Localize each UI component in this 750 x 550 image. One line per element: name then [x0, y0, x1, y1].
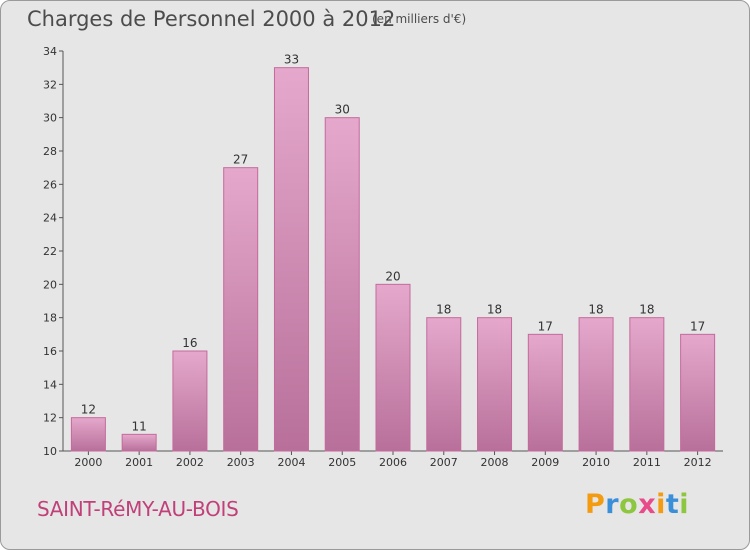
- logo-letter: P: [585, 489, 606, 520]
- bar: [527, 333, 563, 452]
- bar: [629, 317, 665, 452]
- y-tick-label: 14: [43, 378, 57, 391]
- bar: [426, 317, 462, 452]
- y-tick-label: 16: [43, 345, 57, 358]
- x-tick-label: 2000: [74, 456, 102, 469]
- x-tick-label: 2011: [633, 456, 661, 469]
- y-tick-label: 32: [43, 78, 57, 91]
- data-label: 18: [436, 303, 451, 317]
- y-tick-label: 26: [43, 178, 57, 191]
- x-tick-label: 2002: [176, 456, 204, 469]
- bar: [121, 433, 157, 452]
- y-tick-label: 20: [43, 278, 57, 291]
- bar: [680, 333, 716, 452]
- logo-letter: i: [656, 489, 666, 520]
- logo-letter: r: [605, 489, 620, 520]
- data-label: 18: [639, 303, 654, 317]
- y-tick-label: 10: [43, 445, 57, 458]
- y-tick-label: 30: [43, 112, 57, 125]
- x-tick-label: 2003: [227, 456, 255, 469]
- y-tick-label: 28: [43, 145, 57, 158]
- logo-letter: x: [638, 489, 657, 520]
- y-tick-label: 34: [43, 45, 57, 58]
- bar: [324, 117, 360, 452]
- y-tick-label: 12: [43, 412, 57, 425]
- chart-subtitle: (en milliers d'€): [372, 12, 467, 26]
- data-label: 18: [487, 303, 502, 317]
- data-label: 17: [538, 319, 553, 333]
- proxiti-logo[interactable]: Proxiti: [585, 489, 689, 520]
- town-name: SAINT-RéMY-AU-BOIS: [37, 497, 239, 521]
- x-tick-label: 2001: [125, 456, 153, 469]
- data-label: 18: [588, 303, 603, 317]
- bar: [578, 317, 614, 452]
- bar: [223, 167, 259, 452]
- logo-letter: o: [619, 489, 639, 520]
- x-tick-label: 2004: [277, 456, 305, 469]
- logo-letter: t: [665, 489, 680, 520]
- data-label: 33: [284, 53, 299, 67]
- x-tick-label: 2007: [430, 456, 458, 469]
- data-label: 11: [132, 419, 147, 433]
- y-tick-label: 22: [43, 245, 57, 258]
- x-tick-label: 2012: [684, 456, 712, 469]
- bar: [273, 67, 309, 452]
- chart-title: Charges de Personnel 2000 à 2012: [27, 7, 396, 31]
- bar: [477, 317, 513, 452]
- x-tick-label: 2006: [379, 456, 407, 469]
- x-tick-label: 2005: [328, 456, 356, 469]
- bar: [375, 283, 411, 452]
- data-label: 30: [335, 103, 350, 117]
- bar: [70, 417, 106, 452]
- bar: [172, 350, 208, 452]
- logo-letter: i: [679, 489, 690, 520]
- data-label: 20: [385, 269, 400, 283]
- data-label: 16: [182, 336, 197, 350]
- data-label: 27: [233, 153, 248, 167]
- x-tick-label: 2009: [531, 456, 559, 469]
- data-label: 12: [81, 403, 96, 417]
- data-label: 17: [690, 319, 705, 333]
- x-tick-label: 2010: [582, 456, 610, 469]
- y-tick-label: 24: [43, 212, 57, 225]
- y-tick-label: 18: [43, 312, 57, 325]
- x-tick-label: 2008: [481, 456, 509, 469]
